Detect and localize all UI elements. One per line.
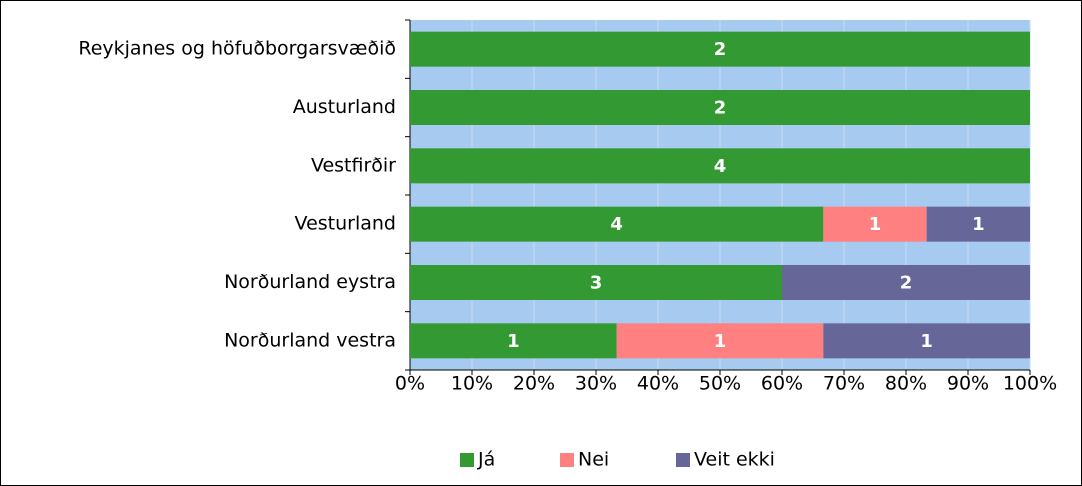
data-label: 1 (714, 331, 727, 352)
data-label: 4 (610, 214, 623, 235)
legend-swatch (460, 453, 474, 467)
x-tick-label: 50% (699, 373, 741, 395)
x-tick-label: 70% (823, 373, 865, 395)
data-label: 3 (590, 273, 603, 294)
y-tick-label: Reykjanes og höfuðborgarsvæðið (78, 38, 396, 60)
bar (823, 206, 927, 242)
y-tick-label: Vestfirðir (311, 154, 396, 176)
x-tick-label: 20% (513, 373, 555, 395)
x-tick-label: 0% (395, 373, 425, 395)
legend-swatch (676, 453, 690, 467)
bar (926, 206, 1030, 242)
data-label: 1 (920, 331, 933, 352)
data-label: 4 (714, 156, 727, 177)
legend-label: Veit ekki (694, 449, 775, 471)
bar (410, 31, 1030, 67)
x-tick-label: 60% (761, 373, 803, 395)
x-tick-label: 80% (885, 373, 927, 395)
x-tick-label: 90% (947, 373, 989, 395)
x-tick-label: 40% (637, 373, 679, 395)
y-tick-label: Norðurland vestra (224, 329, 396, 351)
bar (616, 323, 824, 359)
y-tick-label: Vesturland (295, 213, 396, 235)
bar (410, 90, 1030, 125)
data-label: 1 (869, 214, 882, 235)
y-tick-label: Norðurland eystra (224, 271, 396, 293)
bar (410, 323, 617, 359)
legend-label: Já (477, 449, 495, 471)
bar (782, 265, 1030, 300)
x-tick-label: 30% (575, 373, 617, 395)
bar (410, 206, 824, 242)
data-label: 2 (714, 98, 727, 119)
bar (410, 148, 1030, 184)
data-label: 1 (507, 331, 520, 352)
data-label: 2 (714, 39, 727, 60)
legend-swatch (560, 453, 574, 467)
bar (410, 265, 782, 300)
y-tick-label: Austurland (293, 96, 396, 118)
bar (823, 323, 1030, 359)
data-label: 1 (972, 214, 985, 235)
data-label: 2 (900, 273, 913, 294)
legend-label: Nei (578, 449, 609, 471)
x-tick-label: 100% (1003, 373, 1057, 395)
x-tick-label: 10% (451, 373, 493, 395)
